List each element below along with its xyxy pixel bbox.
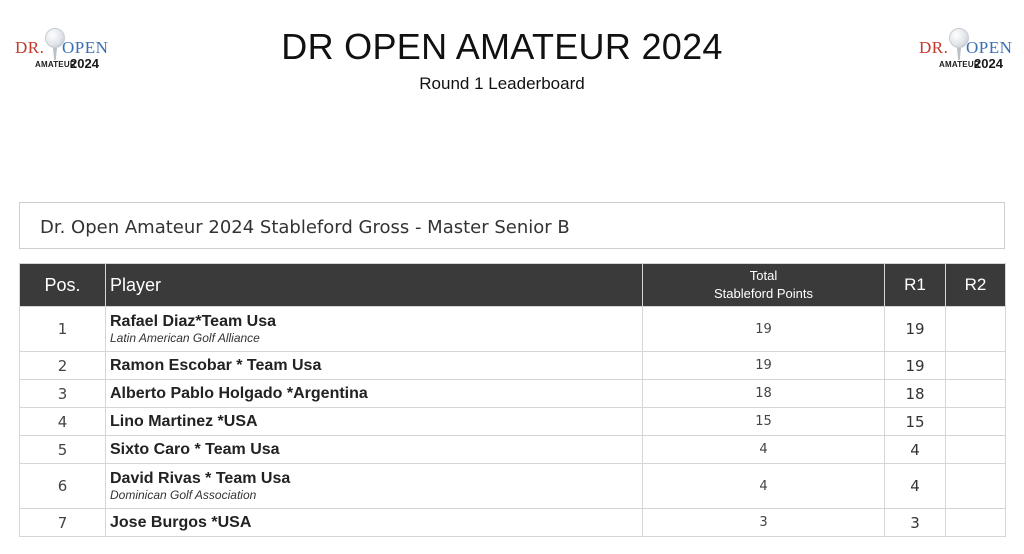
logo-year-text: 2024 [974, 56, 1003, 71]
row-r2-score [945, 379, 1006, 408]
row-r2-score [945, 407, 1006, 436]
column-header-r2[interactable]: R2 [945, 263, 1006, 307]
table-row[interactable]: 5 Sixto Caro * Team Usa 4 4 [19, 435, 1006, 464]
event-name-box: Dr. Open Amateur 2024 Stableford Gross -… [19, 202, 1005, 249]
golf-ball-icon [949, 28, 969, 48]
page-title: DR OPEN AMATEUR 2024 [281, 26, 723, 67]
table-header-row: Pos. Player Total Stableford Points R1 R… [19, 263, 1006, 307]
row-total-points: 4 [642, 463, 885, 509]
logo-amateur-text: AMATEUR [35, 60, 76, 69]
player-club: Dominican Golf Association [110, 487, 257, 502]
row-player[interactable]: Alberto Pablo Holgado *Argentina [105, 379, 643, 408]
row-r1-score: 15 [884, 407, 946, 436]
column-header-r1[interactable]: R1 [884, 263, 946, 307]
row-position: 3 [19, 379, 106, 408]
player-club: Latin American Golf Alliance [110, 330, 260, 345]
row-r1-score: 4 [884, 463, 946, 509]
row-r1-score: 3 [884, 508, 946, 537]
row-position: 7 [19, 508, 106, 537]
row-player[interactable]: Lino Martinez *USA [105, 407, 643, 436]
page-subtitle: Round 1 Leaderboard [419, 74, 585, 93]
row-r1-score: 18 [884, 379, 946, 408]
row-total-points: 3 [642, 508, 885, 537]
row-r1-score: 19 [884, 306, 946, 352]
player-name[interactable]: Sixto Caro * Team Usa [110, 440, 280, 458]
table-row[interactable]: 3 Alberto Pablo Holgado *Argentina 18 18 [19, 379, 1006, 408]
row-r2-score [945, 435, 1006, 464]
row-r2-score [945, 508, 1006, 537]
row-position: 6 [19, 463, 106, 509]
column-header-player[interactable]: Player [105, 263, 643, 307]
golf-ball-icon [45, 28, 65, 48]
row-player[interactable]: Jose Burgos *USA [105, 508, 643, 537]
table-row[interactable]: 6 David Rivas * Team Usa Dominican Golf … [19, 463, 1006, 509]
row-r2-score [945, 351, 1006, 380]
player-name[interactable]: Alberto Pablo Holgado *Argentina [110, 384, 368, 402]
player-name[interactable]: Lino Martinez *USA [110, 412, 258, 430]
player-name[interactable]: Ramon Escobar * Team Usa [110, 356, 322, 374]
row-position: 2 [19, 351, 106, 380]
player-name[interactable]: Jose Burgos *USA [110, 513, 252, 531]
row-player[interactable]: David Rivas * Team Usa Dominican Golf As… [105, 463, 643, 509]
row-total-points: 19 [642, 351, 885, 380]
player-name[interactable]: David Rivas * Team Usa [110, 469, 291, 487]
row-r2-score [945, 306, 1006, 352]
table-row[interactable]: 4 Lino Martinez *USA 15 15 [19, 407, 1006, 436]
column-header-total-line2: Stableford Points [713, 286, 813, 301]
row-position: 1 [19, 306, 106, 352]
row-r2-score [945, 463, 1006, 509]
row-total-points: 4 [642, 435, 885, 464]
table-row[interactable]: 2 Ramon Escobar * Team Usa 19 19 [19, 351, 1006, 380]
row-player[interactable]: Ramon Escobar * Team Usa [105, 351, 643, 380]
event-logo-left: DR. OPEN AMATEUR 2024 [15, 28, 109, 74]
logo-open-text: OPEN [62, 38, 109, 57]
table-row[interactable]: 1 Rafael Diaz*Team Usa Latin American Go… [19, 306, 1006, 352]
golf-tee-icon [957, 48, 961, 60]
column-header-total[interactable]: Total Stableford Points [642, 263, 885, 307]
logo-dr-text: DR. [15, 38, 45, 57]
row-position: 5 [19, 435, 106, 464]
logo-dr-text: DR. [919, 38, 949, 57]
column-header-pos[interactable]: Pos. [19, 263, 106, 307]
row-total-points: 18 [642, 379, 885, 408]
row-player[interactable]: Rafael Diaz*Team Usa Latin American Golf… [105, 306, 643, 352]
row-player[interactable]: Sixto Caro * Team Usa [105, 435, 643, 464]
logo-amateur-text: AMATEUR [939, 60, 980, 69]
row-total-points: 19 [642, 306, 885, 352]
row-r1-score: 4 [884, 435, 946, 464]
logo-year-text: 2024 [70, 56, 99, 71]
row-total-points: 15 [642, 407, 885, 436]
logo-open-text: OPEN [966, 38, 1013, 57]
event-logo-right: DR. OPEN AMATEUR 2024 [919, 28, 1013, 74]
row-position: 4 [19, 407, 106, 436]
column-header-total-line1: Total [749, 268, 778, 283]
leaderboard-table: Pos. Player Total Stableford Points R1 R… [19, 263, 1006, 537]
event-name: Dr. Open Amateur 2024 Stableford Gross -… [40, 217, 570, 238]
golf-tee-icon [53, 48, 57, 60]
player-name[interactable]: Rafael Diaz*Team Usa [110, 312, 276, 330]
table-row[interactable]: 7 Jose Burgos *USA 3 3 [19, 508, 1006, 537]
row-r1-score: 19 [884, 351, 946, 380]
